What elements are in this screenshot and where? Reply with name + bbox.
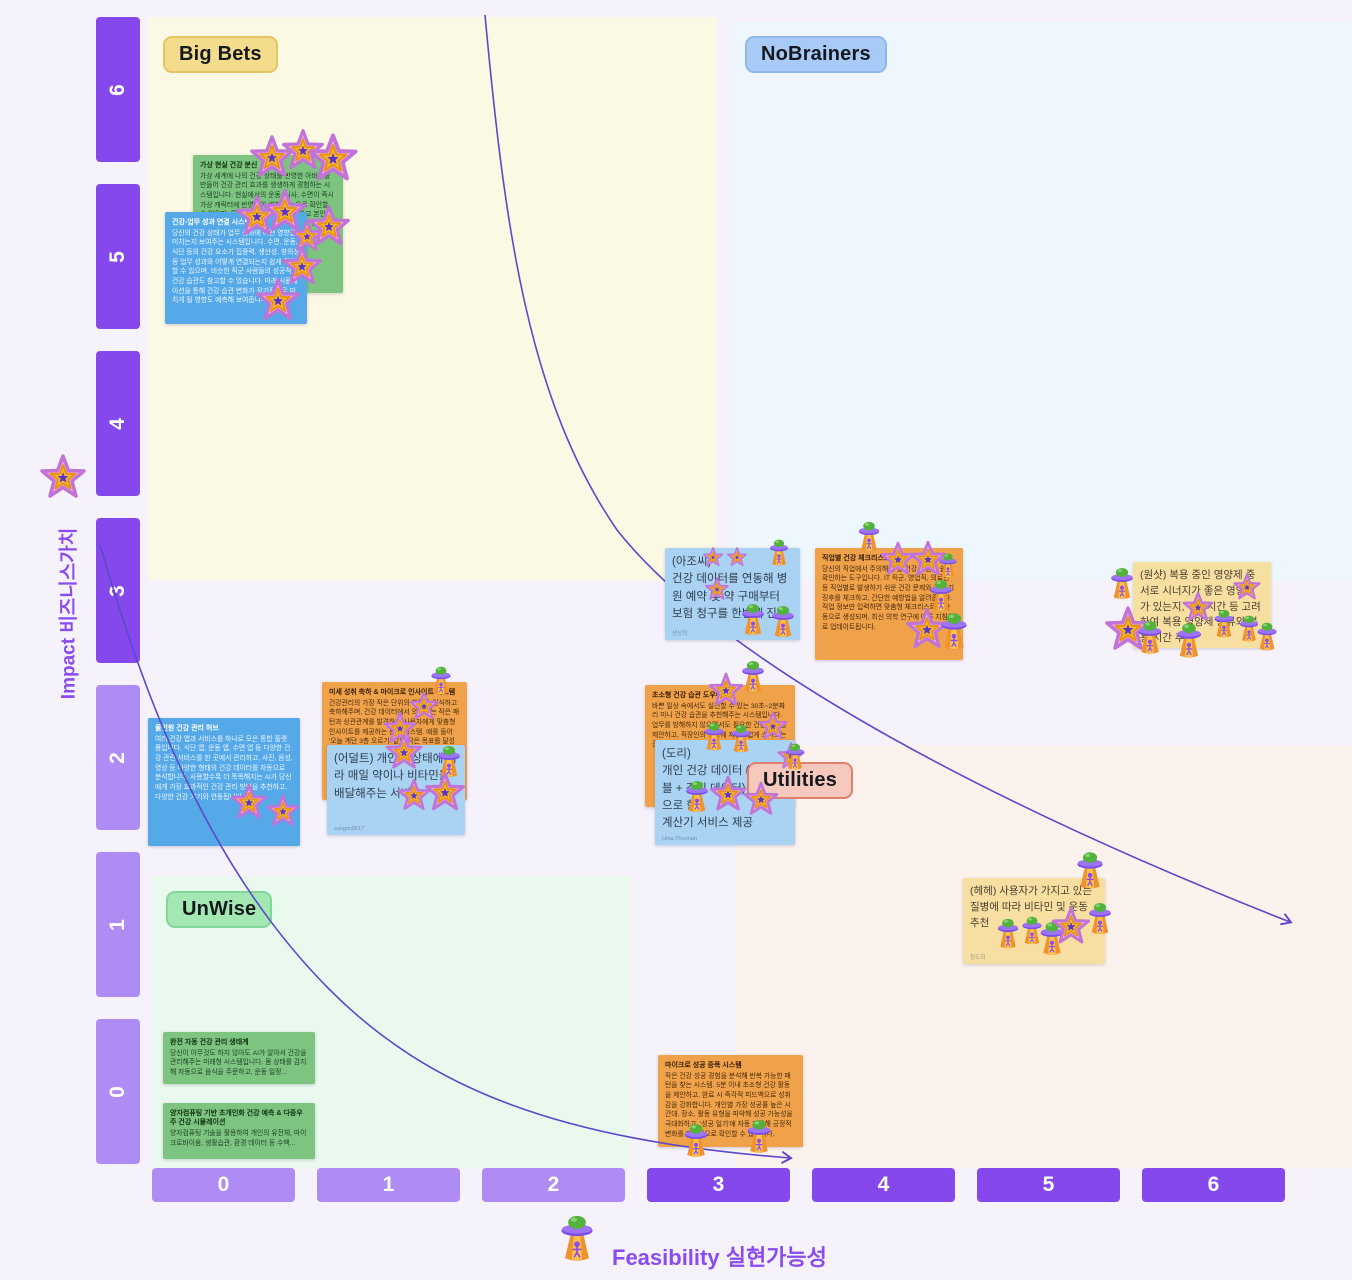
y-axis-tick-6[interactable]: 6 (96, 17, 140, 162)
note-quantum-health-simulation[interactable]: 양자컴퓨팅 기반 초개인화 건강 예측 & 다중우주 건강 시뮬레이션 양자컴퓨… (163, 1103, 315, 1159)
no-brainers-quadrant-bg (733, 22, 1352, 580)
note-title: 양자컴퓨팅 기반 초개인화 건강 예측 & 다중우주 건강 시뮬레이션 (170, 1110, 303, 1127)
star-sticker[interactable] (707, 671, 745, 709)
star-sticker[interactable] (306, 131, 360, 185)
star-sticker[interactable] (254, 276, 302, 324)
note-body: 양자컴퓨팅 기술을 활용하여 개인의 유전체, 마이크로바이옴, 생활습관, 환… (170, 1129, 307, 1147)
x-axis-label: Feasibility 실현가능성 (612, 1245, 827, 1270)
y-axis-tick-4[interactable]: 4 (96, 351, 140, 496)
ufo-sticker[interactable] (1104, 566, 1140, 602)
ufo-sticker[interactable] (725, 723, 757, 755)
star-sticker[interactable] (1050, 905, 1092, 947)
note-body: 당신의 건강 상태가 업무 성과에 어떤 영향을 미치는지 보여주는 시스템입니… (172, 229, 300, 305)
x-axis-tick-0[interactable]: 0 (152, 1168, 295, 1202)
note-title: 가상 현실 건강 분신 (200, 162, 258, 169)
ufo-sticker[interactable] (780, 742, 810, 772)
ufo-sticker[interactable] (933, 611, 975, 653)
no-brainers-label[interactable]: NoBrainers (745, 36, 887, 73)
y-axis-tick-1[interactable]: 1 (96, 852, 140, 997)
note-title: 올인원 건강 관리 허브 (155, 725, 219, 732)
star-sticker[interactable] (38, 452, 88, 502)
note-author: Uma Thurman (662, 836, 698, 842)
note-title: 완전 자동 건강 관리 생태계 (170, 1039, 249, 1046)
x-axis-tick-4[interactable]: 4 (812, 1168, 955, 1202)
star-sticker[interactable] (265, 793, 301, 829)
star-sticker[interactable] (742, 780, 780, 818)
ufo-sticker[interactable] (1069, 850, 1111, 892)
ufo-sticker[interactable] (1251, 621, 1283, 653)
y-axis-label: Impact 비즈니스가치 (58, 527, 80, 700)
star-sticker[interactable] (757, 710, 789, 742)
star-sticker[interactable] (1232, 572, 1262, 602)
y-axis-tick-2[interactable]: 2 (96, 685, 140, 830)
ufo-sticker[interactable] (934, 552, 962, 580)
ufo-sticker[interactable] (1131, 619, 1169, 657)
x-axis-tick-6[interactable]: 6 (1142, 1168, 1285, 1202)
ufo-sticker[interactable] (764, 538, 794, 568)
y-axis-tick-3[interactable]: 3 (96, 518, 140, 663)
note-title: 마이크로 성공 증폭 시스템 (665, 1062, 742, 1069)
star-sticker[interactable] (704, 576, 730, 602)
y-axis-tick-5[interactable]: 5 (96, 184, 140, 329)
note-title: 건강-업무 성과 연결 시스템 (172, 219, 252, 226)
ufo-sticker[interactable] (1169, 621, 1209, 661)
x-axis-tick-3[interactable]: 3 (647, 1168, 790, 1202)
big-bets-label[interactable]: Big Bets (163, 36, 278, 73)
ufo-sticker[interactable] (765, 604, 801, 640)
note-author: 성상혁 (672, 631, 688, 637)
star-sticker[interactable] (229, 782, 269, 822)
x-axis-tick-2[interactable]: 2 (482, 1168, 625, 1202)
note-author: sungmi5617 (334, 826, 364, 832)
star-sticker[interactable] (306, 203, 352, 249)
star-sticker[interactable] (702, 546, 724, 568)
ufo-sticker[interactable] (740, 1118, 778, 1156)
note-full-auto-health-ecosystem[interactable]: 완전 자동 건강 관리 생태계 당신이 아무것도 하지 않아도 AI가 알아서 … (163, 1032, 315, 1084)
note-body: 당신이 아무것도 하지 않아도 AI가 알아서 건강을 관리해주는 미래형 시스… (170, 1049, 307, 1077)
y-axis-tick-0[interactable]: 0 (96, 1019, 140, 1164)
note-author: 청도희 (970, 955, 986, 961)
ufo-sticker[interactable] (677, 1122, 715, 1160)
ufo-sticker[interactable] (551, 1213, 603, 1265)
star-sticker[interactable] (423, 770, 467, 814)
x-axis-tick-5[interactable]: 5 (977, 1168, 1120, 1202)
star-sticker[interactable] (726, 546, 748, 568)
star-sticker[interactable] (384, 732, 424, 772)
x-axis-tick-1[interactable]: 1 (317, 1168, 460, 1202)
unwise-label[interactable]: UnWise (166, 891, 273, 928)
